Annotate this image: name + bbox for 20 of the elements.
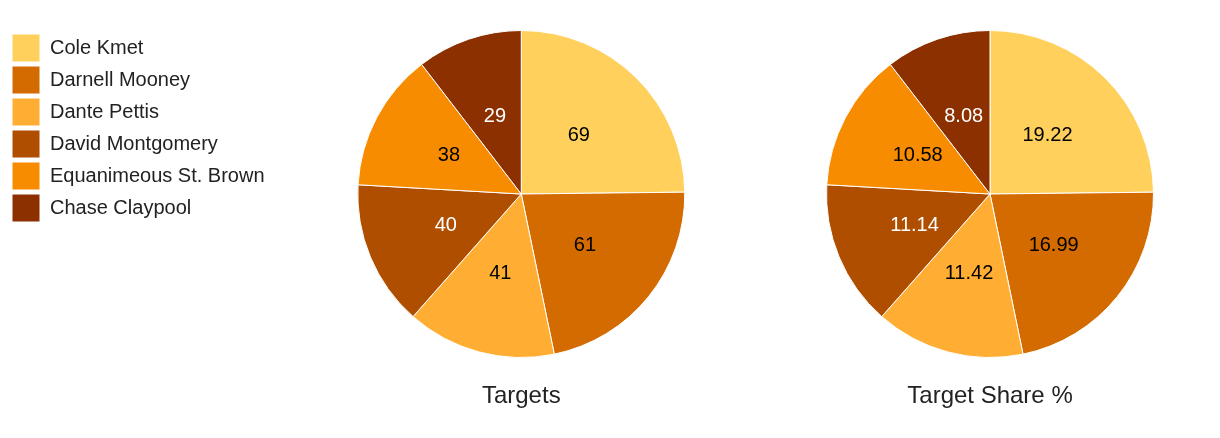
legend-label: Equanimeous St. Brown — [50, 163, 265, 186]
data-label: 38 — [437, 143, 461, 166]
legend-label: Chase Claypool — [50, 195, 192, 218]
data-label: 69 — [567, 123, 590, 146]
text: Target Share % — [907, 380, 1073, 408]
data-label: 61 — [573, 232, 597, 255]
data-label: 19.22 — [1022, 123, 1073, 146]
data-label: 8.08 — [944, 104, 984, 127]
data-label: 10.58 — [892, 143, 943, 166]
legend-label: David Montgomery — [50, 131, 218, 154]
data-label: 16.99 — [1028, 232, 1079, 255]
data-label: 41 — [489, 260, 512, 283]
text: Targets — [481, 380, 561, 408]
legend-label: Cole Kmet — [50, 35, 144, 58]
data-label: 11.42 — [944, 260, 994, 283]
data-label: 29 — [483, 104, 507, 127]
legend-label: Dante Pettis — [50, 99, 159, 122]
data-label: 40 — [434, 213, 457, 236]
data-label: 11.14 — [890, 213, 939, 235]
legend-label: Darnell Mooney — [50, 67, 191, 90]
